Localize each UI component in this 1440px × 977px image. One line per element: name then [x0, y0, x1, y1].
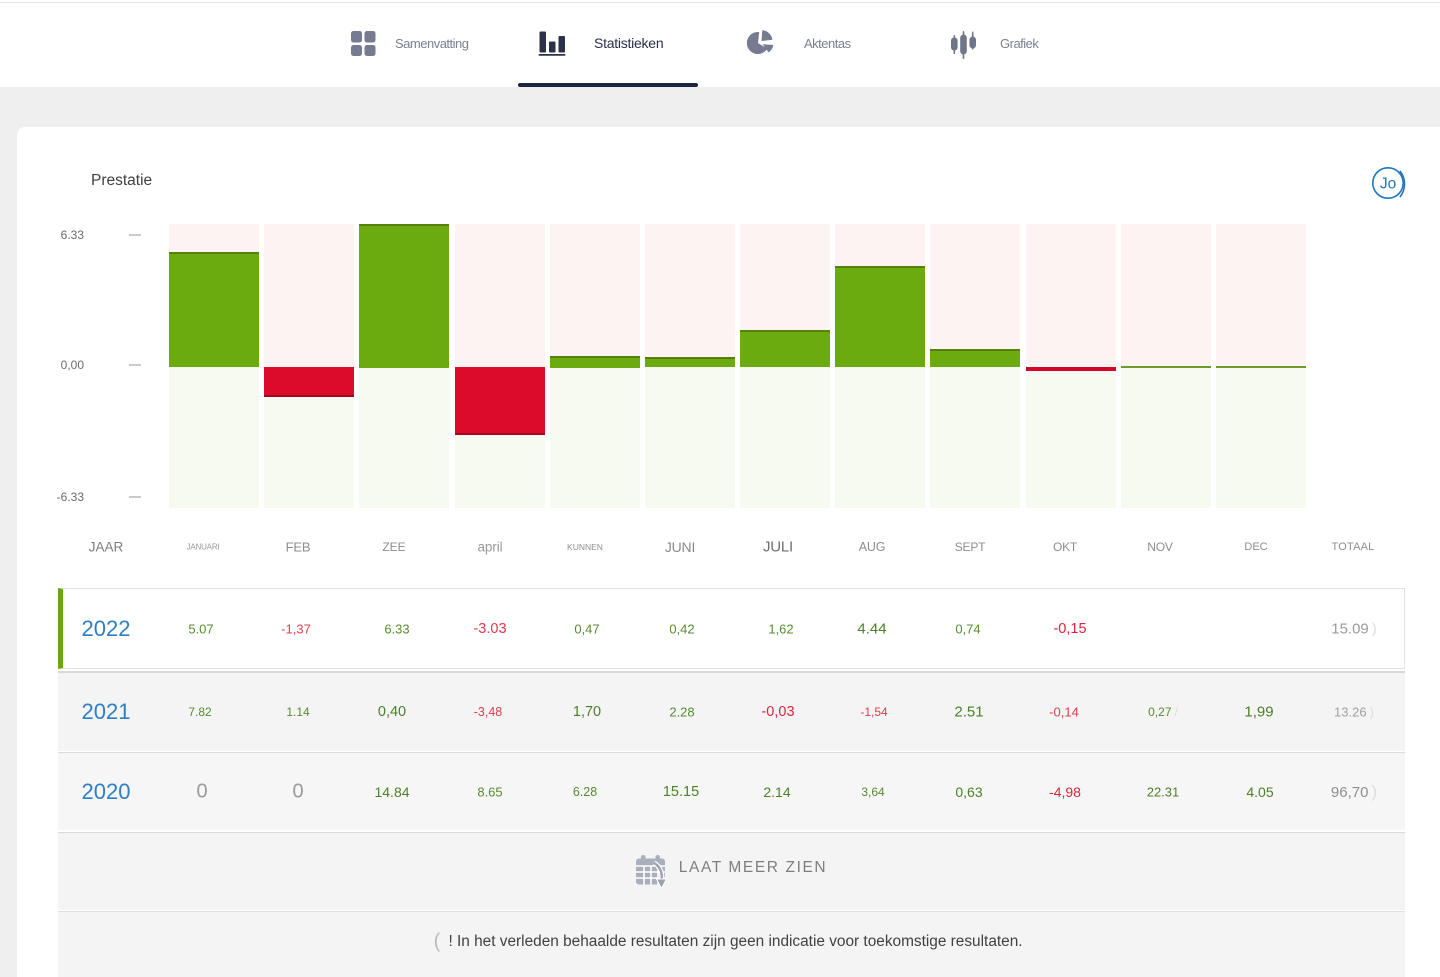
svg-text:Jo: Jo — [1380, 176, 1396, 193]
